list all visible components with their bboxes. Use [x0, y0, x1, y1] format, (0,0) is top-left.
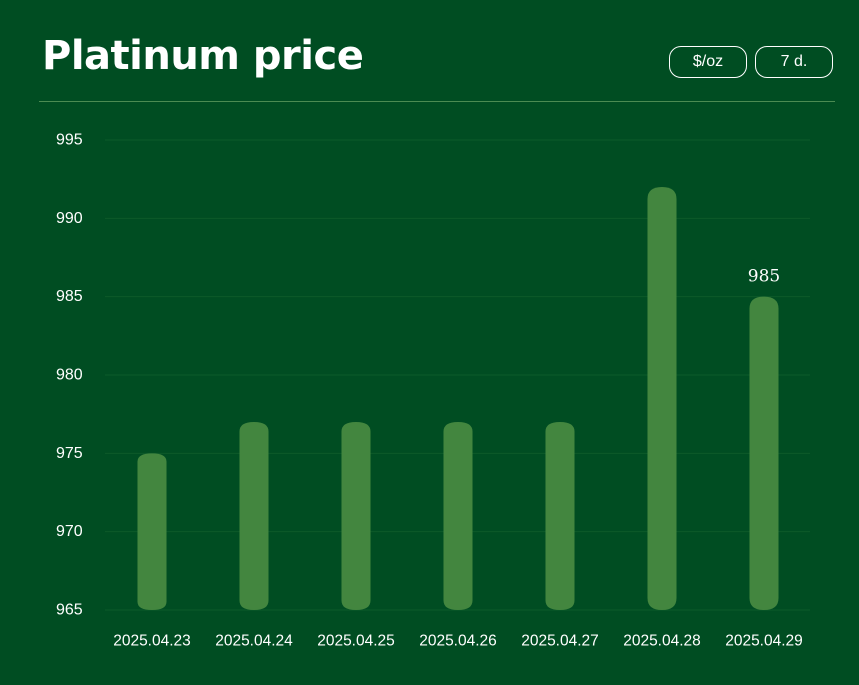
data-label: 985 [748, 267, 780, 287]
bar-2025.04.26 [443, 422, 473, 610]
bar-2025.04.27 [545, 422, 575, 610]
y-tick-label: 970 [56, 523, 83, 540]
page-title: Platinum price [42, 33, 364, 79]
unit-toggle-button[interactable]: $/oz [669, 46, 747, 78]
bar-2025.04.28 [647, 187, 677, 610]
x-tick-label: 2025.04.29 [725, 633, 803, 650]
x-tick-label: 2025.04.23 [113, 633, 191, 650]
bar-2025.04.24 [239, 422, 269, 610]
range-toggle-button[interactable]: 7 d. [755, 46, 833, 78]
x-tick-label: 2025.04.24 [215, 633, 293, 650]
bar-2025.04.23 [137, 453, 167, 610]
x-tick-label: 2025.04.27 [521, 633, 599, 650]
y-tick-label: 965 [56, 602, 83, 619]
x-tick-label: 2025.04.28 [623, 633, 701, 650]
bar-2025.04.29 [749, 296, 779, 610]
x-tick-label: 2025.04.26 [419, 633, 497, 650]
y-tick-label: 980 [56, 367, 83, 384]
x-tick-label: 2025.04.25 [317, 633, 395, 650]
bar-2025.04.25 [341, 422, 371, 610]
header-divider [39, 101, 835, 102]
y-tick-label: 990 [56, 210, 83, 227]
y-tick-label: 985 [56, 288, 83, 305]
y-tick-label: 975 [56, 445, 83, 462]
y-tick-label: 995 [56, 132, 83, 149]
